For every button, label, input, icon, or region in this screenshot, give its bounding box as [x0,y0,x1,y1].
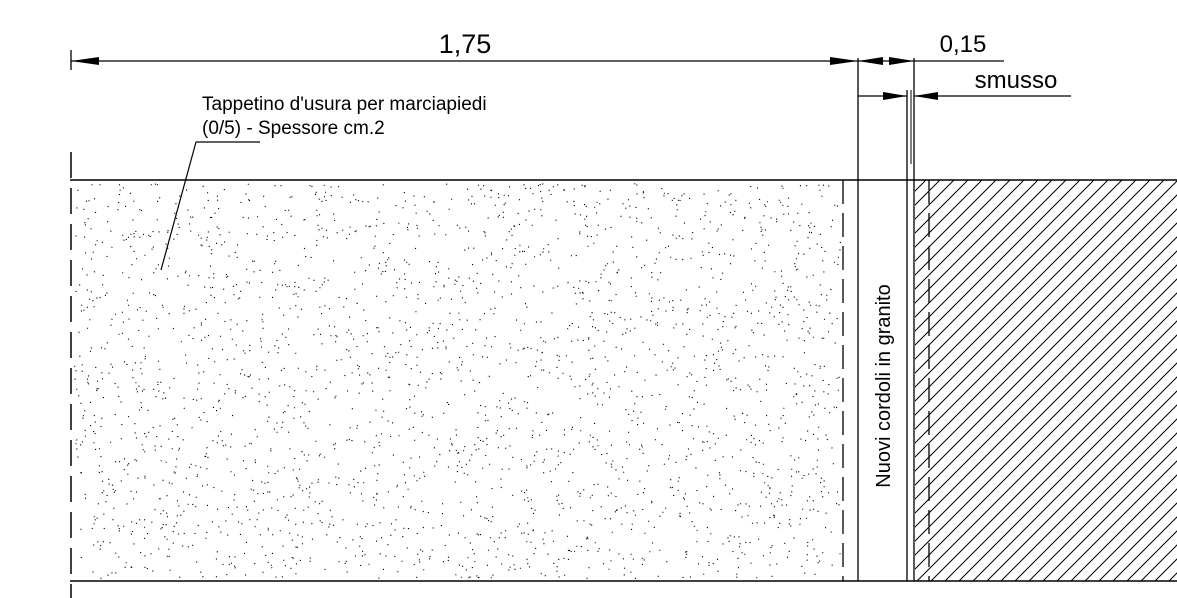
main-dimension-value: 1,75 [439,29,492,59]
curb-dimension-value: 0,15 [940,31,987,58]
bevel-arrow-left [883,92,907,100]
curb-dimension-arrow-left [858,57,883,65]
road-hatch-fill [915,180,1177,581]
bevel-label: smusso [975,67,1058,94]
surface-layer-note-line2: (0/5) - Spessore cm.2 [202,118,385,139]
speckle-dots [74,183,841,580]
main-dimension-arrow-right [830,57,858,65]
surface-layer-note-line1: Tappetino d'usura per marciapiedi [202,94,487,115]
bevel-arrow-right [914,92,938,100]
leader-line [160,141,197,271]
curb-dimension-arrow-right [889,57,914,65]
curb-label: Nuovi cordoli in granito [873,284,895,487]
sidewalk-surface-fill [74,183,841,580]
main-dimension-arrow-left [71,57,99,65]
